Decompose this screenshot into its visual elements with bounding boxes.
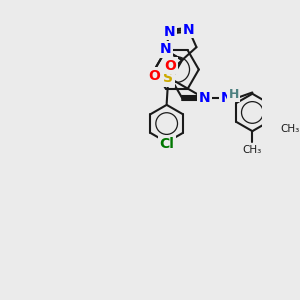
Text: N: N [164,25,176,39]
Text: N: N [220,91,232,105]
Text: O: O [148,69,160,83]
Text: S: S [163,71,173,85]
Text: O: O [165,59,176,73]
Text: Cl: Cl [159,136,174,151]
Text: CH₃: CH₃ [243,145,262,155]
Text: N: N [199,91,210,105]
Text: H: H [229,88,239,101]
Text: N: N [160,42,172,56]
Text: N: N [183,23,194,37]
Text: CH₃: CH₃ [281,124,300,134]
